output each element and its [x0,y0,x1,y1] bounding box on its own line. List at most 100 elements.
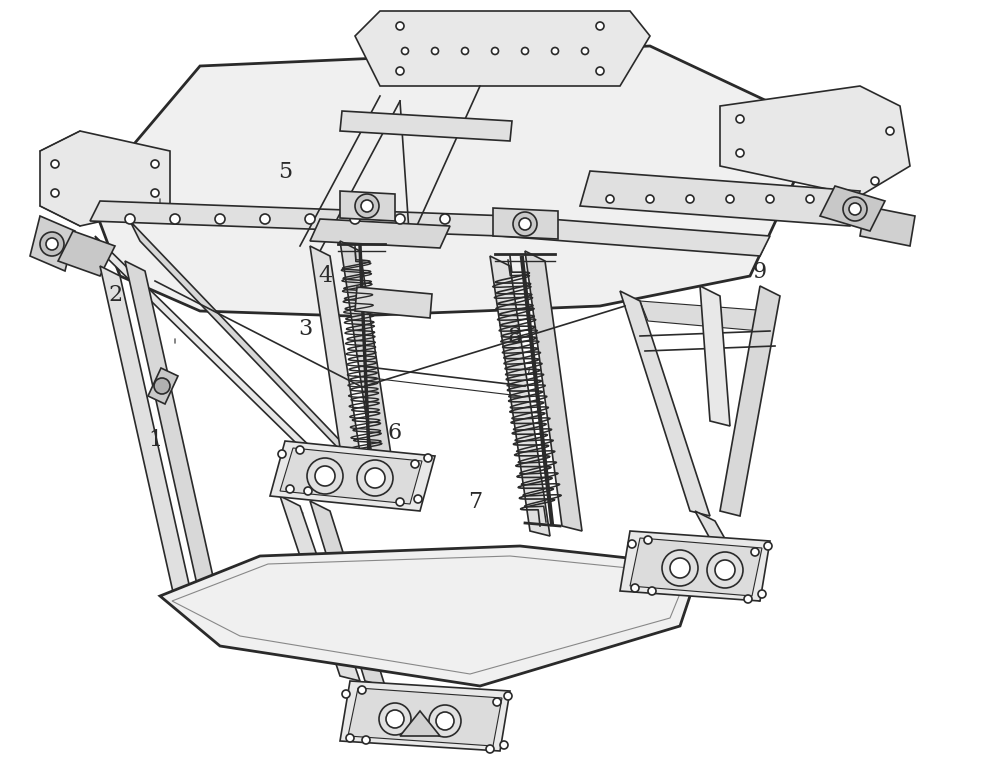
Polygon shape [90,46,820,316]
Circle shape [886,127,894,135]
Circle shape [307,458,343,494]
Polygon shape [280,448,422,504]
Polygon shape [700,286,730,426]
Circle shape [357,460,393,496]
Polygon shape [310,246,365,486]
Circle shape [670,558,690,578]
Circle shape [411,460,419,468]
Text: 4: 4 [318,265,332,286]
Circle shape [843,197,867,221]
Circle shape [395,214,405,224]
Polygon shape [340,111,512,141]
Polygon shape [860,206,915,246]
Polygon shape [490,256,550,536]
Polygon shape [125,261,220,608]
Polygon shape [640,301,770,331]
Polygon shape [695,511,760,601]
Circle shape [806,195,814,203]
Circle shape [871,177,879,185]
Polygon shape [310,501,385,686]
Text: 6: 6 [388,422,402,444]
Polygon shape [130,221,360,471]
Circle shape [170,214,180,224]
Circle shape [500,741,508,749]
Polygon shape [30,216,75,271]
Polygon shape [820,186,885,231]
Circle shape [436,712,454,730]
Circle shape [350,214,360,224]
Circle shape [379,703,411,735]
Circle shape [596,22,604,30]
Circle shape [432,47,439,54]
Circle shape [315,466,335,486]
Polygon shape [100,266,195,611]
Circle shape [707,552,743,588]
Circle shape [125,214,135,224]
Polygon shape [348,688,502,746]
Circle shape [151,189,159,197]
Circle shape [736,149,744,157]
Circle shape [764,542,772,550]
Circle shape [686,195,694,203]
Circle shape [346,734,354,742]
Text: 3: 3 [298,319,312,340]
Circle shape [726,195,734,203]
Text: 8: 8 [508,326,522,348]
Polygon shape [58,231,115,276]
Circle shape [493,698,501,706]
Text: 7: 7 [468,491,482,512]
Circle shape [513,212,537,236]
Circle shape [628,540,636,548]
Circle shape [362,736,370,744]
Circle shape [744,595,752,603]
Circle shape [358,686,366,694]
Polygon shape [355,287,432,318]
Circle shape [305,214,315,224]
Circle shape [504,692,512,700]
Polygon shape [355,11,650,86]
Circle shape [662,550,698,586]
Circle shape [519,218,531,230]
Polygon shape [620,531,770,601]
Polygon shape [148,368,178,404]
Circle shape [429,705,461,737]
Polygon shape [310,219,450,248]
Text: 1: 1 [148,430,162,451]
Polygon shape [95,236,340,486]
Polygon shape [500,216,770,256]
Circle shape [766,195,774,203]
Polygon shape [720,86,910,196]
Polygon shape [340,681,510,751]
Polygon shape [270,441,435,511]
Circle shape [402,47,409,54]
Circle shape [215,214,225,224]
Circle shape [386,710,404,728]
Circle shape [304,487,312,495]
Circle shape [758,590,766,598]
Circle shape [606,195,614,203]
Text: 2: 2 [108,284,122,306]
Circle shape [751,548,759,556]
Circle shape [296,446,304,454]
Circle shape [414,495,422,503]
Polygon shape [90,201,510,236]
Circle shape [552,47,558,54]
Polygon shape [280,496,360,681]
Text: 5: 5 [278,162,292,183]
Circle shape [440,214,450,224]
Circle shape [715,560,735,580]
Circle shape [355,194,379,218]
Circle shape [396,22,404,30]
Circle shape [424,454,432,462]
Circle shape [462,47,469,54]
Polygon shape [720,286,780,516]
Circle shape [486,745,494,753]
Circle shape [342,690,350,698]
Circle shape [278,450,286,458]
Circle shape [361,200,373,212]
Polygon shape [400,711,440,736]
Polygon shape [40,131,170,226]
Circle shape [396,498,404,506]
Circle shape [646,195,654,203]
Circle shape [492,47,499,54]
